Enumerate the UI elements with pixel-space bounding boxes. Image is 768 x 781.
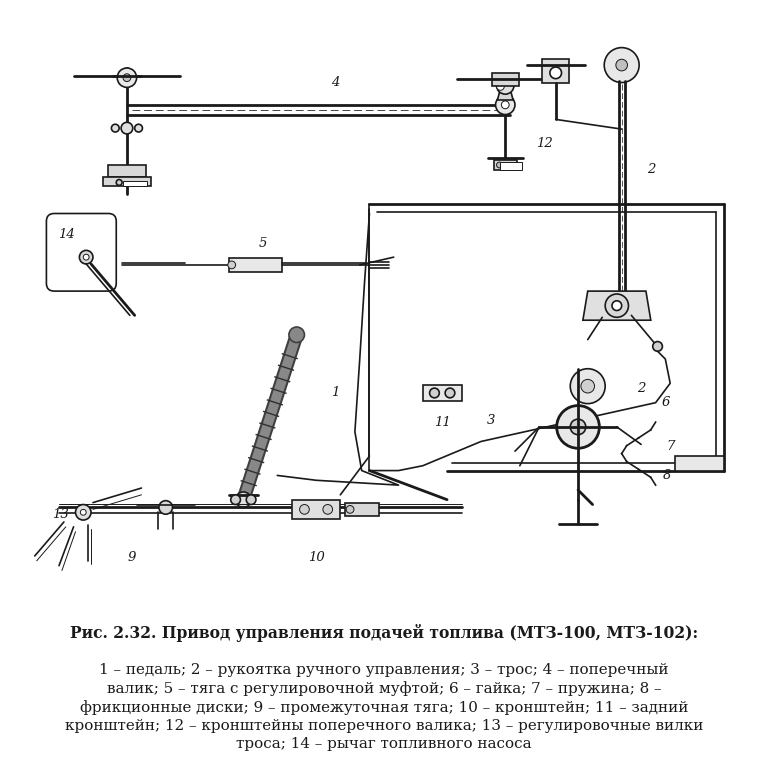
Bar (229, 259, 282, 272)
Circle shape (497, 77, 514, 95)
Circle shape (429, 388, 439, 398)
Circle shape (502, 101, 509, 109)
Circle shape (228, 261, 236, 269)
Circle shape (571, 369, 605, 404)
Bar (675, 456, 723, 471)
Text: 8: 8 (663, 469, 671, 482)
Circle shape (557, 405, 599, 448)
Bar (542, 59, 569, 83)
Circle shape (605, 294, 628, 317)
Bar (423, 385, 462, 401)
Text: 4: 4 (331, 76, 339, 89)
Circle shape (581, 380, 594, 393)
Circle shape (604, 48, 639, 83)
Circle shape (571, 419, 586, 435)
Circle shape (300, 505, 310, 514)
Circle shape (83, 255, 89, 260)
Circle shape (323, 505, 333, 514)
Bar (292, 500, 340, 519)
Circle shape (497, 83, 505, 91)
Circle shape (81, 509, 86, 515)
Circle shape (123, 73, 131, 81)
Circle shape (116, 180, 122, 185)
Bar (345, 503, 379, 516)
Circle shape (134, 124, 142, 132)
Circle shape (236, 492, 251, 508)
Bar (108, 165, 147, 177)
Text: 14: 14 (58, 228, 75, 241)
Text: 2: 2 (647, 163, 655, 177)
Text: 2: 2 (637, 382, 645, 394)
Bar (123, 180, 147, 187)
Circle shape (289, 327, 304, 343)
Circle shape (111, 124, 119, 132)
Circle shape (346, 505, 354, 513)
Text: 6: 6 (661, 396, 670, 409)
Text: 7: 7 (666, 440, 674, 453)
Text: 5: 5 (259, 237, 267, 250)
Bar (103, 177, 151, 187)
Text: 3: 3 (486, 414, 495, 426)
Circle shape (118, 68, 137, 87)
Text: 1 – педаль; 2 – рукоятка ручного управления; 3 – трос; 4 – поперечный
валик; 5 –: 1 – педаль; 2 – рукоятка ручного управле… (65, 663, 703, 751)
Circle shape (445, 388, 455, 398)
Circle shape (495, 95, 515, 115)
Circle shape (159, 501, 173, 514)
Polygon shape (583, 291, 650, 320)
Bar (492, 73, 519, 87)
Circle shape (612, 301, 621, 311)
FancyBboxPatch shape (46, 213, 116, 291)
Circle shape (75, 505, 91, 520)
Polygon shape (498, 92, 513, 100)
Text: 9: 9 (127, 551, 136, 565)
Bar (501, 162, 521, 169)
Circle shape (121, 123, 133, 134)
Text: 11: 11 (434, 415, 451, 429)
Circle shape (497, 162, 502, 168)
Text: 1: 1 (331, 387, 339, 399)
Circle shape (616, 59, 627, 71)
Circle shape (230, 495, 240, 505)
Bar (494, 160, 517, 169)
Circle shape (247, 495, 256, 505)
Text: 12: 12 (536, 137, 552, 150)
Text: 10: 10 (308, 551, 324, 565)
Text: 13: 13 (52, 508, 68, 521)
Circle shape (550, 67, 561, 79)
Circle shape (79, 251, 93, 264)
Text: Рис. 2.32. Привод управления подачей топлива (МТЗ-100, МТЗ-102):: Рис. 2.32. Привод управления подачей топ… (70, 623, 698, 641)
Circle shape (653, 341, 663, 351)
